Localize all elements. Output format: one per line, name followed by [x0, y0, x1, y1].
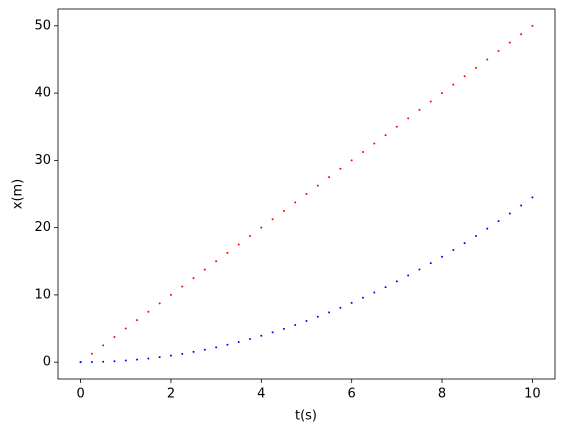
- y-axis-label: x(m): [11, 179, 26, 210]
- point: [350, 301, 353, 304]
- y-tick-label: 30: [34, 153, 51, 168]
- point: [486, 58, 489, 61]
- point: [181, 285, 184, 288]
- point: [260, 226, 263, 229]
- point: [339, 306, 342, 309]
- point: [474, 66, 477, 69]
- x-tick-label: 4: [257, 387, 265, 402]
- point: [294, 201, 297, 204]
- point: [520, 204, 523, 207]
- point: [305, 319, 308, 322]
- point: [361, 296, 364, 299]
- point: [192, 277, 195, 280]
- point: [531, 24, 534, 27]
- point: [282, 209, 285, 212]
- point: [328, 311, 331, 314]
- point: [237, 243, 240, 246]
- point: [124, 359, 127, 362]
- point: [294, 323, 297, 326]
- point: [497, 220, 500, 223]
- y-tick-label: 0: [43, 355, 51, 370]
- point: [429, 262, 432, 265]
- point: [373, 142, 376, 145]
- x-tick-label: 8: [438, 387, 446, 402]
- point: [237, 341, 240, 343]
- point: [203, 268, 206, 271]
- point: [102, 360, 105, 363]
- x-tick-label: 6: [348, 387, 356, 402]
- point: [429, 100, 432, 103]
- point: [384, 286, 387, 289]
- x-axis-label: t(s): [295, 409, 317, 424]
- y-tick-label: 20: [34, 220, 51, 235]
- point: [508, 41, 511, 44]
- point: [531, 196, 534, 199]
- point: [350, 159, 353, 162]
- point: [169, 293, 172, 296]
- x-tick-label: 10: [524, 387, 541, 402]
- point: [328, 176, 331, 179]
- point: [215, 346, 218, 349]
- point: [497, 50, 500, 53]
- point: [452, 83, 455, 86]
- point: [113, 360, 116, 363]
- point: [79, 361, 82, 364]
- point: [508, 212, 511, 215]
- x-tick-label: 2: [167, 387, 175, 402]
- point: [520, 33, 523, 36]
- point: [395, 125, 398, 128]
- point: [452, 248, 455, 251]
- point: [102, 344, 105, 347]
- point: [215, 260, 218, 263]
- point: [463, 242, 466, 245]
- point: [124, 327, 127, 330]
- point: [441, 92, 444, 95]
- point: [282, 327, 285, 330]
- point: [474, 234, 477, 237]
- point: [463, 75, 466, 78]
- point: [418, 108, 421, 111]
- point: [169, 354, 172, 357]
- point: [158, 302, 161, 305]
- y-tick-label: 50: [34, 18, 51, 33]
- y-tick-label: 10: [34, 287, 51, 302]
- point: [486, 227, 489, 230]
- point: [226, 251, 229, 254]
- point: [203, 348, 206, 351]
- point: [271, 218, 274, 221]
- point: [136, 358, 139, 361]
- point: [316, 184, 319, 187]
- point: [249, 337, 252, 340]
- point: [271, 331, 274, 334]
- point: [407, 117, 410, 120]
- point: [407, 274, 410, 277]
- point: [90, 352, 93, 355]
- point: [361, 150, 364, 153]
- point: [113, 335, 116, 338]
- point: [136, 319, 139, 322]
- point: [316, 315, 319, 318]
- point: [192, 350, 195, 353]
- point: [147, 357, 150, 360]
- point: [226, 343, 229, 346]
- point: [249, 235, 252, 238]
- point: [260, 334, 263, 337]
- point: [305, 193, 308, 195]
- point: [147, 310, 150, 313]
- point: [395, 280, 398, 283]
- plot-frame: [57, 8, 556, 380]
- point: [181, 352, 184, 355]
- point: [418, 268, 421, 271]
- point: [441, 255, 444, 258]
- point: [384, 134, 387, 137]
- point: [373, 291, 376, 294]
- point: [339, 167, 342, 170]
- y-tick-label: 40: [34, 86, 51, 101]
- point: [158, 356, 161, 359]
- x-tick-label: 0: [76, 387, 84, 402]
- point: [90, 361, 93, 364]
